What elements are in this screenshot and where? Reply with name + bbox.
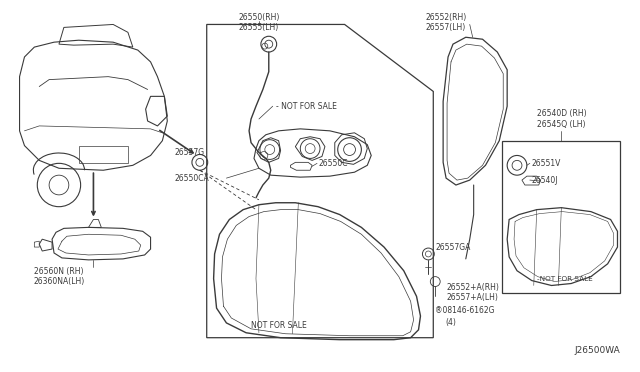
Text: 26552+A(RH)
26557+A(LH): 26552+A(RH) 26557+A(LH) [446, 283, 499, 302]
Text: 26550(RH)
26555(LH): 26550(RH) 26555(LH) [238, 13, 280, 32]
Text: 26552(RH)
26557(LH): 26552(RH) 26557(LH) [426, 13, 467, 32]
Text: NOT FOR SALE: NOT FOR SALE [251, 321, 307, 330]
Bar [79, 145, 128, 163]
Text: -NOT FOR SALE: -NOT FOR SALE [537, 276, 593, 282]
Text: 26557GA: 26557GA [435, 243, 470, 251]
Text: 26540D (RH)
26545Q (LH): 26540D (RH) 26545Q (LH) [536, 109, 586, 129]
Text: 26551V: 26551V [532, 159, 561, 168]
Text: 26540J: 26540J [532, 176, 558, 185]
Text: ®08146-6162G: ®08146-6162G [435, 306, 495, 315]
Bar [502, 141, 620, 294]
Text: 26550CA: 26550CA [174, 174, 209, 183]
Text: 26550C: 26550C [318, 159, 348, 168]
Text: J26500WA: J26500WA [575, 346, 620, 355]
Text: - NOT FOR SALE: - NOT FOR SALE [276, 102, 337, 111]
Text: (4): (4) [445, 318, 456, 327]
Text: 26557G: 26557G [174, 148, 204, 157]
Text: 26560N (RH)
26360NA(LH): 26560N (RH) 26360NA(LH) [33, 267, 84, 286]
